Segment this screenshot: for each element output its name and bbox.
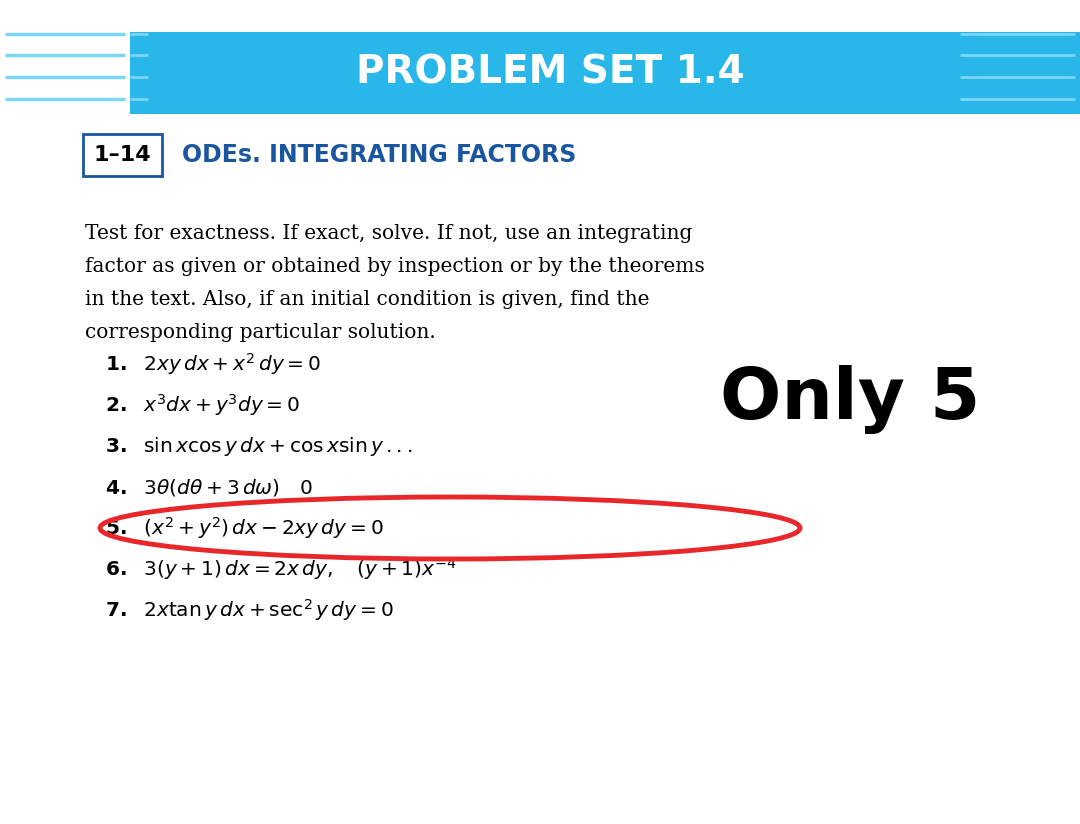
Text: $\mathbf{6.}$  $3(y+1)\,dx = 2x\,dy, \quad (y+1)x^{-4}$: $\mathbf{6.}$ $3(y+1)\,dx = 2x\,dy, \qua… — [105, 556, 457, 582]
Text: Test for exactness. If exact, solve. If not, use an integrating: Test for exactness. If exact, solve. If … — [85, 224, 692, 243]
Text: $\mathbf{5.}$  $(x^2 + y^2)\,dx - 2xy\,dy = 0$: $\mathbf{5.}$ $(x^2 + y^2)\,dx - 2xy\,dy… — [105, 515, 383, 541]
Text: $\mathbf{3.}$  $\sin x \cos y\,dx + \cos x \sin y\,...$: $\mathbf{3.}$ $\sin x \cos y\,dx + \cos … — [105, 434, 413, 457]
Text: corresponding particular solution.: corresponding particular solution. — [85, 323, 435, 342]
Text: factor as given or obtained by inspection or by the theorems: factor as given or obtained by inspectio… — [85, 257, 705, 276]
Text: $\mathbf{7.}$  $2x \tan y\,dx + \sec^2 y\,dy = 0$: $\mathbf{7.}$ $2x \tan y\,dx + \sec^2 y\… — [105, 597, 394, 623]
Text: ODEs. INTEGRATING FACTORS: ODEs. INTEGRATING FACTORS — [183, 143, 577, 167]
Text: $\mathbf{1.}$  $2xy\,dx + x^2\,dy = 0$: $\mathbf{1.}$ $2xy\,dx + x^2\,dy = 0$ — [105, 351, 321, 377]
Text: $\mathbf{4.}$  $3\theta(d\theta + 3\,d\omega)\quad 0$: $\mathbf{4.}$ $3\theta(d\theta + 3\,d\om… — [105, 476, 313, 498]
Text: in the text. Also, if an initial condition is given, find the: in the text. Also, if an initial conditi… — [85, 290, 649, 309]
Text: PROBLEM SET 1.4: PROBLEM SET 1.4 — [355, 54, 744, 92]
FancyBboxPatch shape — [130, 32, 1080, 114]
Text: Only 5: Only 5 — [720, 364, 981, 433]
Text: $\mathbf{2.}$  $x^3dx + y^3dy = 0$: $\mathbf{2.}$ $x^3dx + y^3dy = 0$ — [105, 392, 300, 418]
Text: 1–14: 1–14 — [94, 145, 151, 165]
FancyBboxPatch shape — [83, 134, 162, 176]
